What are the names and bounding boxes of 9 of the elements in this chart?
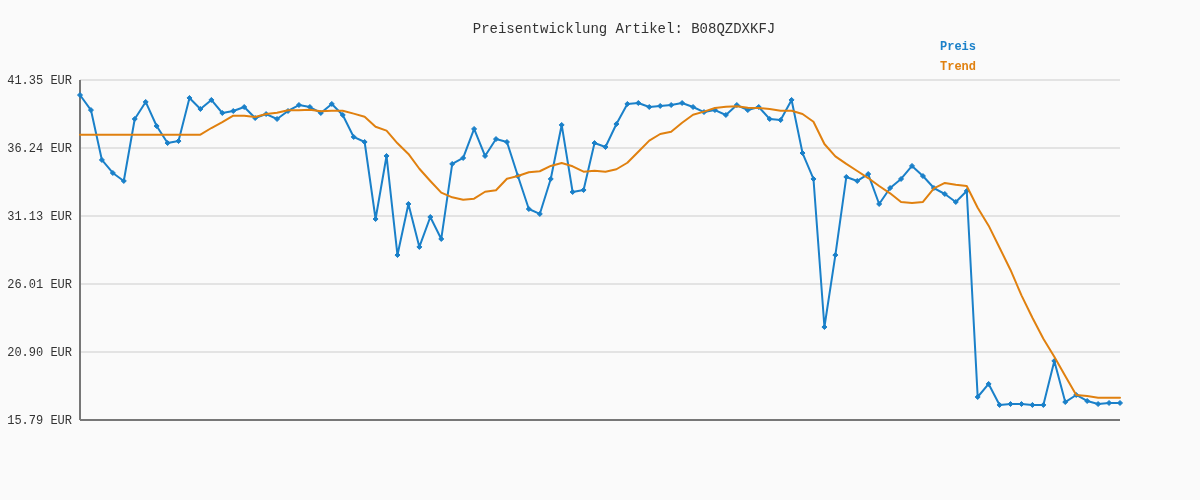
y-tick-label: 15.79 EUR [7, 414, 72, 428]
chart-title: Preisentwicklung Artikel: B08QZDXKFJ [472, 21, 776, 37]
y-tick-label: 26.01 EUR [7, 278, 72, 293]
text: Preis [940, 40, 977, 54]
y-tick-label: 41.35 EUR [7, 74, 72, 88]
y-tick-label: 20.90 EUR [7, 346, 72, 361]
text: Trend [940, 60, 977, 74]
y-tick-label: 36.24 EUR [7, 141, 72, 156]
y-tick-label: 31.13 EUR [7, 209, 72, 224]
